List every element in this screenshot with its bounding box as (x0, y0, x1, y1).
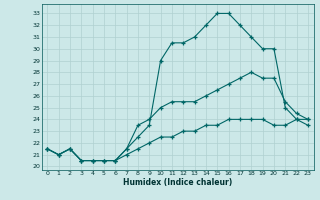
X-axis label: Humidex (Indice chaleur): Humidex (Indice chaleur) (123, 178, 232, 187)
